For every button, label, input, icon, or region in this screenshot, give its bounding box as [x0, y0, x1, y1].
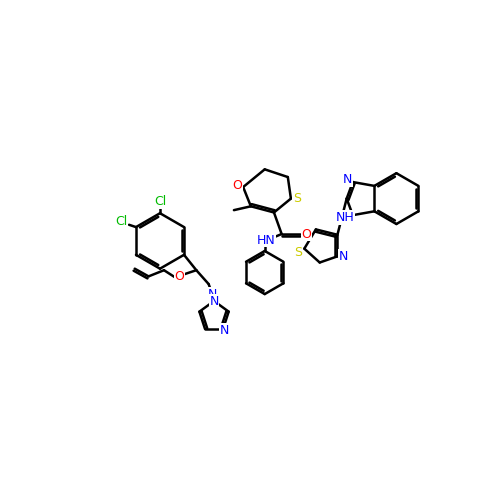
- Text: S: S: [293, 192, 301, 205]
- Text: N: N: [339, 250, 348, 263]
- Text: Cl: Cl: [154, 195, 166, 208]
- Text: N: N: [342, 173, 352, 186]
- Text: S: S: [294, 246, 302, 259]
- Text: O: O: [302, 228, 311, 240]
- Text: N: N: [208, 288, 217, 300]
- Text: Cl: Cl: [115, 215, 128, 228]
- Text: O: O: [232, 179, 242, 192]
- Text: O: O: [174, 270, 184, 283]
- Text: NH: NH: [336, 211, 354, 224]
- Text: HN: HN: [257, 234, 276, 246]
- Text: N: N: [220, 324, 230, 337]
- Text: N: N: [210, 294, 218, 308]
